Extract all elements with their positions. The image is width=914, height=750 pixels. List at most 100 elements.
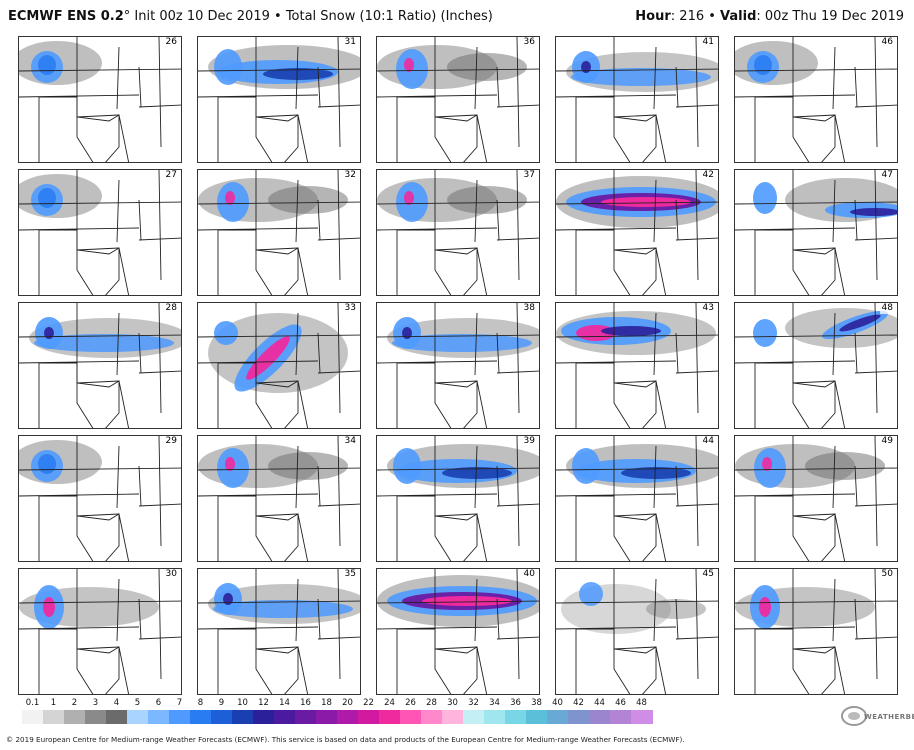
- state-border: [377, 227, 498, 231]
- state-border: [854, 332, 858, 374]
- state-border: [556, 201, 718, 205]
- state-border: [138, 598, 142, 640]
- colorbar-swatch: [43, 710, 65, 724]
- state-border: [19, 68, 181, 72]
- member-number: 33: [342, 303, 358, 314]
- state-border: [854, 598, 858, 640]
- state-border: [218, 96, 299, 162]
- state-border: [255, 114, 299, 118]
- state-border: [735, 600, 897, 604]
- state-border: [255, 516, 273, 561]
- weatherbell-logo: WEATHERBELL: [840, 703, 914, 729]
- snowfall-area: [38, 188, 56, 208]
- state-border: [138, 636, 181, 640]
- state-border: [576, 362, 657, 428]
- state-border: [19, 334, 181, 338]
- colorbar-tick-label: 7: [176, 698, 183, 708]
- snowfall-area: [839, 314, 881, 332]
- snowfall-map: [377, 303, 539, 428]
- colorbar-swatch: [400, 710, 422, 724]
- snowfall-area: [572, 448, 600, 484]
- member-number: 48: [879, 303, 895, 314]
- colorbar-tick-label: 20: [342, 698, 353, 708]
- state-border: [832, 46, 836, 110]
- state-border: [496, 104, 539, 108]
- snowfall-area: [38, 55, 56, 75]
- colorbar-tick-label: 24: [384, 698, 395, 708]
- member-number: 44: [700, 436, 716, 447]
- colorbar: [22, 710, 653, 724]
- member-map-panel: 31: [197, 36, 361, 163]
- state-border: [118, 646, 130, 694]
- state-border: [218, 495, 299, 561]
- state-border: [755, 362, 836, 428]
- colorbar-tick-label: 30: [447, 698, 458, 708]
- state-border: [295, 179, 299, 243]
- header: ECMWF ENS 0.2° Init 00z 10 Dec 2019 • To…: [0, 0, 914, 34]
- snowfall-map: [556, 37, 718, 162]
- colorbar-swatch: [547, 710, 569, 724]
- colorbar-tick-label: 42: [573, 698, 584, 708]
- state-border: [613, 649, 631, 694]
- state-border: [655, 513, 667, 561]
- state-border: [198, 493, 319, 497]
- state-border: [198, 600, 360, 604]
- state-border: [832, 445, 836, 509]
- snowfall-area: [43, 597, 55, 617]
- member-map-panel: 42: [555, 169, 719, 296]
- state-border: [755, 96, 836, 162]
- state-border: [834, 513, 846, 561]
- state-border: [76, 516, 94, 561]
- snowfall-map: [198, 303, 360, 428]
- state-border: [735, 626, 856, 630]
- state-border: [474, 312, 478, 376]
- state-border: [118, 114, 130, 162]
- state-border: [854, 237, 897, 241]
- colorbar-swatch: [190, 710, 212, 724]
- state-border: [434, 516, 452, 561]
- state-border: [474, 46, 478, 110]
- state-border: [76, 114, 120, 118]
- snowfall-area: [268, 452, 348, 480]
- state-border: [496, 598, 500, 640]
- hour-value: : 216: [670, 9, 705, 24]
- colorbar-tick-label: 0.1: [25, 698, 40, 708]
- state-border: [516, 436, 520, 547]
- state-border: [476, 646, 488, 694]
- state-border: [317, 465, 321, 507]
- state-border: [735, 334, 897, 338]
- state-border: [198, 94, 319, 98]
- snowfall-map: [735, 303, 897, 428]
- state-border: [792, 117, 810, 162]
- colorbar-tick-label: 1: [50, 698, 57, 708]
- state-border: [576, 628, 657, 694]
- state-border: [295, 445, 299, 509]
- state-border: [317, 503, 360, 507]
- member-number: 38: [521, 303, 537, 314]
- member-number: 41: [700, 37, 716, 48]
- colorbar-swatch: [85, 710, 107, 724]
- member-map-panel: 37: [376, 169, 540, 296]
- state-border: [337, 170, 341, 281]
- state-border: [377, 493, 498, 497]
- snowfall-area: [225, 457, 235, 471]
- product-name: Total Snow (10:1 Ratio) (Inches): [285, 9, 493, 24]
- state-border: [834, 247, 846, 295]
- state-border: [76, 646, 120, 650]
- state-border: [476, 513, 488, 561]
- member-map-panel: 38: [376, 302, 540, 429]
- colorbar-tick-label: 6: [155, 698, 162, 708]
- member-map-panel: 35: [197, 568, 361, 695]
- state-border: [138, 237, 181, 241]
- state-border: [198, 227, 319, 231]
- state-border: [255, 649, 273, 694]
- state-border: [675, 598, 679, 640]
- state-border: [613, 117, 631, 162]
- state-border: [695, 569, 699, 680]
- state-border: [792, 646, 836, 650]
- state-border: [297, 247, 309, 295]
- state-border: [138, 332, 142, 374]
- member-number: 36: [521, 37, 537, 48]
- snowfall-map: [198, 569, 360, 694]
- state-border: [317, 104, 360, 108]
